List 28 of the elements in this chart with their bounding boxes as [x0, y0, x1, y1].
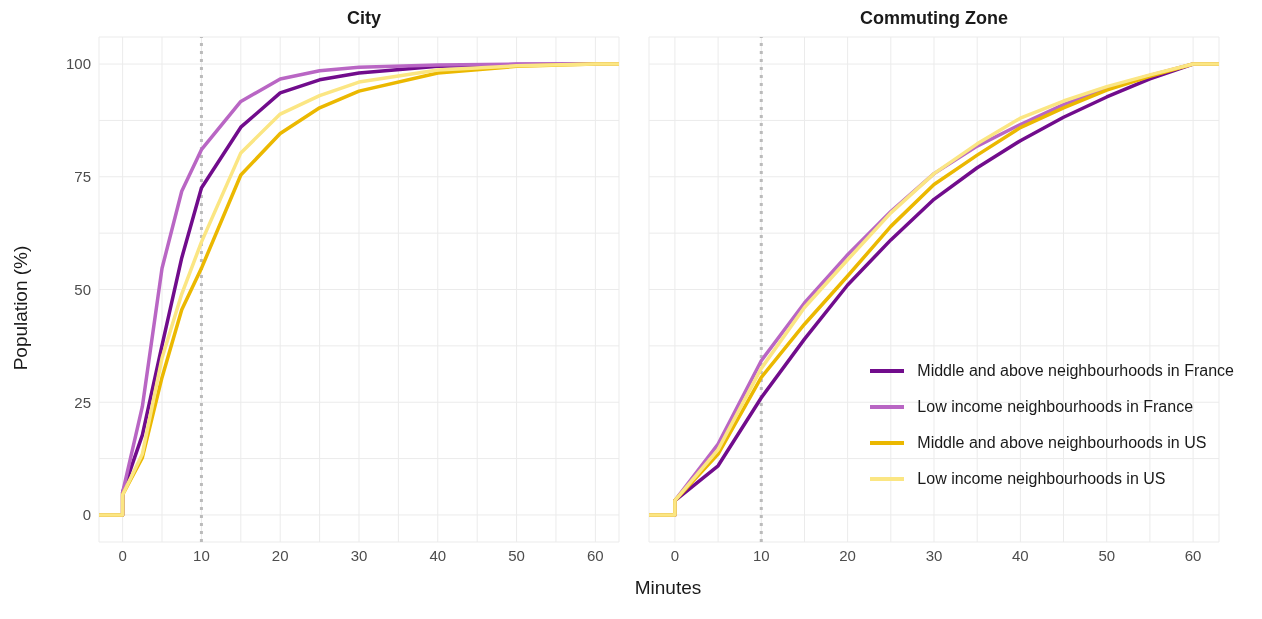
- chart-title: Commuting Zone: [859, 8, 1009, 30]
- x-tick-label: 10: [752, 546, 770, 564]
- legend-label: Low income neighbourhoods in US: [917, 470, 1166, 488]
- x-tick-label: 0: [670, 546, 680, 564]
- y-tick-label: 0: [82, 506, 91, 524]
- y-tick-label: 75: [74, 168, 91, 186]
- x-tick-label: 60: [1184, 546, 1202, 564]
- x-tick-label: 50: [1098, 546, 1116, 564]
- x-tick-label: 10: [193, 546, 210, 564]
- chart-title: City: [346, 8, 382, 30]
- x-tick-label: 60: [587, 546, 604, 564]
- legend-label: Middle and above neighbourhoods in US: [917, 434, 1207, 452]
- legend-label: Low income neighbourhoods in France: [917, 398, 1194, 416]
- x-tick-label: 40: [1012, 546, 1029, 564]
- line-series: [99, 62, 619, 517]
- x-tick-label: 50: [508, 546, 525, 564]
- y-tick-label: 100: [65, 55, 91, 73]
- y-axis-title: Population (%): [10, 245, 32, 371]
- x-tick-label: 0: [118, 546, 127, 564]
- y-tick-label: 25: [74, 393, 91, 411]
- y-tick-label: 50: [74, 280, 91, 298]
- x-tick-label: 20: [839, 546, 856, 564]
- x-tick-label: 40: [429, 546, 447, 564]
- x-tick-label: 30: [925, 546, 943, 564]
- legend-label: Middle and above neighbourhoods in France: [917, 362, 1234, 380]
- x-tick-label: 20: [271, 546, 289, 564]
- x-tick-label: 30: [350, 546, 368, 564]
- x-axis-title: Minutes: [633, 577, 703, 599]
